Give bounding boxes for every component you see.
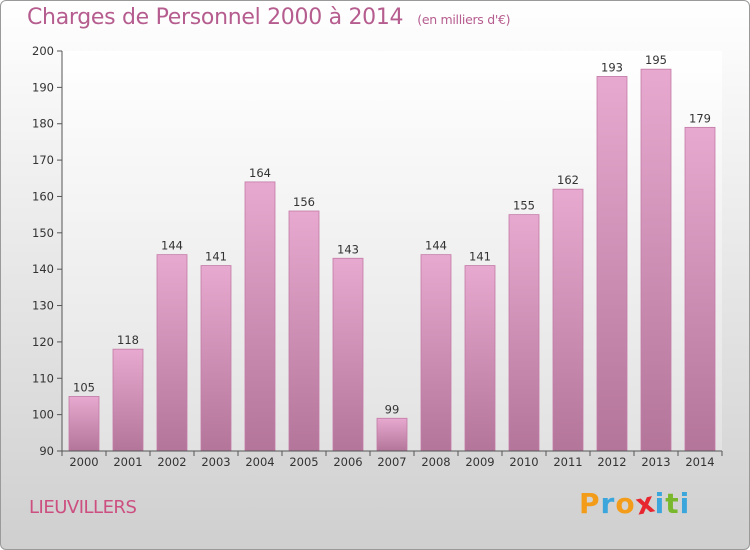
- logo-letter: r: [600, 487, 616, 520]
- bar: [420, 254, 452, 452]
- x-tick-label: 2000: [69, 455, 98, 469]
- bar-value-label: 118: [117, 333, 139, 347]
- bar: [288, 210, 320, 452]
- bar: [596, 76, 628, 452]
- x-tick-label: 2008: [421, 455, 450, 469]
- y-tick-label: 110: [32, 371, 54, 385]
- bar: [68, 396, 100, 452]
- x-tick-label: 2002: [157, 455, 186, 469]
- bar-value-label: 195: [645, 53, 667, 67]
- chart-title-text: Charges de Personnel 2000 à 2014: [27, 5, 404, 30]
- y-tick-label: 100: [32, 408, 54, 422]
- y-tick-label: 150: [32, 226, 54, 240]
- bar-value-label: 143: [337, 242, 359, 256]
- bar-value-label: 144: [425, 239, 447, 253]
- y-tick-label: 180: [32, 117, 54, 131]
- x-tick-label: 2010: [509, 455, 538, 469]
- bar-value-label: 162: [557, 173, 579, 187]
- x-axis: 2000 2001 2002 2003 2004 2005 2006 2007 2008 2009…: [61, 450, 723, 469]
- y-tick-label: 130: [32, 299, 54, 313]
- bars: 105 118 144 141 164 156 143 99 144 141 155 162 193 19…: [68, 53, 716, 452]
- logo-letter: i: [679, 487, 691, 520]
- y-tick-label: 190: [32, 80, 54, 94]
- bar: [464, 265, 496, 452]
- y-tick-label: 170: [32, 153, 54, 167]
- x-tick-label: 2006: [333, 455, 362, 469]
- y-tick-label: 90: [39, 444, 54, 458]
- bar-value-label: 141: [205, 250, 227, 264]
- x-tick-label: 2013: [641, 455, 670, 469]
- bar: [156, 254, 188, 452]
- logo-letter: i: [654, 487, 666, 520]
- bar-value-label: 99: [385, 402, 400, 416]
- y-tick-label: 200: [32, 44, 54, 58]
- y-tick-label: 160: [32, 189, 54, 203]
- x-tick-label: 2014: [685, 455, 714, 469]
- x-tick-label: 2007: [377, 455, 406, 469]
- bar: [640, 68, 672, 452]
- bar: [684, 126, 716, 452]
- x-tick-label: 2009: [465, 455, 494, 469]
- bar: [200, 265, 232, 452]
- y-axis: 90 100 110 120 130 140 150 160 170 180 190 200: [32, 44, 63, 458]
- bar-value-label: 155: [513, 199, 535, 213]
- y-tick-label: 140: [32, 262, 54, 276]
- proxiti-logo: Proxiti: [579, 485, 691, 521]
- x-tick-label: 2003: [201, 455, 230, 469]
- x-tick-label: 2001: [113, 455, 142, 469]
- bar-value-label: 156: [293, 195, 315, 209]
- x-tick-label: 2012: [597, 455, 626, 469]
- logo-letter: t: [665, 487, 680, 520]
- logo-letter: P: [579, 487, 601, 520]
- x-tick-label: 2004: [245, 455, 274, 469]
- chart-title: Charges de Personnel 2000 à 2014 (en mill…: [27, 5, 511, 30]
- bar-value-label: 164: [249, 166, 271, 180]
- bar-value-label: 193: [601, 60, 623, 74]
- bar-value-label: 141: [469, 250, 491, 264]
- bar-value-label: 144: [161, 239, 183, 253]
- x-tick-label: 2005: [289, 455, 318, 469]
- logo-letter: o: [615, 487, 636, 520]
- bar: [332, 257, 364, 452]
- bar: [244, 181, 276, 452]
- bar: [376, 417, 408, 452]
- bar: [508, 214, 540, 452]
- bar: [112, 348, 144, 452]
- bar-value-label: 105: [73, 380, 95, 394]
- bar: [552, 188, 584, 452]
- bar-value-label: 179: [689, 111, 711, 125]
- commune-name: LIEUVILLERS: [29, 497, 137, 518]
- x-tick-label: 2011: [553, 455, 582, 469]
- chart-subtitle: (en milliers d'€): [417, 12, 511, 27]
- y-tick-label: 120: [32, 335, 54, 349]
